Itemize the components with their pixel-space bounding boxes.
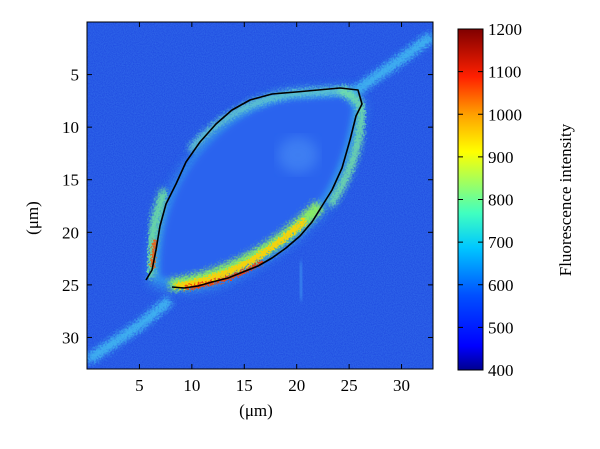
micrograph-image [87, 22, 433, 369]
y-tick-label: 10 [62, 118, 79, 137]
colorbar-tick-label: 900 [488, 148, 514, 167]
y-tick-label: 5 [71, 66, 80, 85]
colorbar-ticks: 1200 1100 1000 900 800 700 600 500 400 [458, 20, 522, 380]
y-tick-label: 15 [62, 171, 79, 190]
x-tick-label: 20 [288, 376, 305, 395]
x-tick-label: 30 [393, 376, 410, 395]
y-tick-label: 30 [62, 328, 79, 347]
colorbar-tick-label: 500 [488, 318, 514, 337]
debris-speck [297, 261, 305, 301]
colorbar-tick-label: 1000 [488, 105, 522, 124]
y-tick-label: 25 [62, 276, 79, 295]
x-axis-title: (μm) [239, 401, 273, 420]
plot-frame [86, 21, 434, 370]
y-tick-label: 20 [62, 223, 79, 242]
nucleus-region [278, 137, 318, 173]
colorbar-title: Fluorescence intensity [556, 123, 575, 276]
colorbar-tick-label: 1100 [488, 63, 521, 82]
x-tick-label: 25 [341, 376, 358, 395]
colorbar-tick-label: 700 [488, 233, 514, 252]
x-tick-label: 10 [183, 376, 200, 395]
y-axis-title: (μm) [23, 201, 42, 235]
x-tick-label: 5 [135, 376, 144, 395]
colorbar-tick-label: 400 [488, 361, 514, 380]
colorbar-tick-label: 800 [488, 191, 514, 210]
colorbar-tick-label: 600 [488, 276, 514, 295]
y-axis-ticks: 5 10 15 20 25 30 [62, 66, 433, 347]
cell-contour-trace [145, 87, 363, 289]
x-tick-label: 15 [236, 376, 253, 395]
x-axis-ticks: 5 10 15 20 25 30 [135, 22, 410, 395]
colorbar-tick-label: 1200 [488, 20, 522, 39]
